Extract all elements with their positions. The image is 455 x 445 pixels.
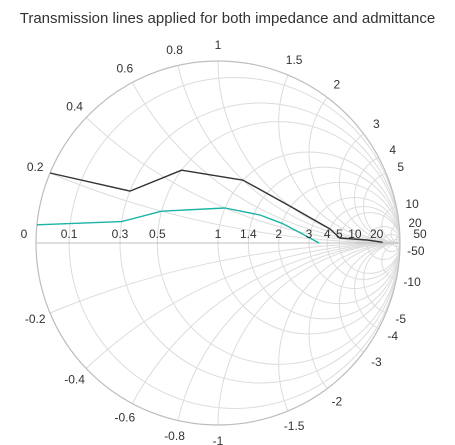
reactance-arc [354,151,400,244]
resistance-tick-label: 10 [348,227,362,241]
reactance-tick-label: -0.8 [164,429,185,443]
reactance-tick-label: 1 [215,38,222,52]
series-layer [36,169,383,244]
resistance-tick-label: 0.1 [61,227,78,241]
reactance-tick-label: -4 [387,329,398,343]
reactance-tick-label: -3 [371,355,382,369]
reactance-tick-label: 0.6 [116,61,133,75]
reactance-tick-label: 4 [389,143,396,157]
resistance-tick-label: 0.3 [112,227,129,241]
reactance-tick-label: -5 [395,312,406,326]
resistance-tick-label: 0 [21,227,28,241]
reactance-arc [172,242,400,425]
resistance-tick-label: 20 [370,227,384,241]
series-line-1 [49,169,383,243]
reactance-arc [217,242,400,425]
resistance-tick-label: 50 [413,227,427,241]
reactance-tick-label: 3 [373,117,380,131]
reactance-arc [354,242,400,335]
reactance-tick-label: -0.2 [25,312,46,326]
reactance-tick-label: 5 [397,160,404,174]
reactance-tick-label: -0.4 [64,373,85,387]
axis-lines [35,60,401,426]
reactance-tick-label: -0.6 [114,411,135,425]
reactance-tick-label: 0.2 [27,160,44,174]
reactance-arc [308,61,400,244]
chart-title: Transmission lines applied for both impe… [19,10,436,27]
resistance-tick-label: 0.5 [149,227,166,241]
reactance-arc [363,242,400,317]
reactance-tick-label: -10 [403,275,421,289]
resistance-tick-label: 5 [336,227,343,241]
reactance-tick-label: -2 [331,394,342,408]
resistance-tick-label: 2 [275,227,282,241]
reactance-arc [308,242,400,425]
reactance-arc [36,61,400,244]
resistance-tick-label: 4 [324,227,331,241]
reactance-tick-label: -50 [407,244,425,258]
reactance-tick-label: -1.5 [284,419,305,433]
reactance-tick-label: -1 [213,434,224,445]
tick-labels: 0 0.1 0.3 0.5 1 1.4 2 3 4 5 10 20 500.20.40.60.8 11.5… [21,38,427,445]
resistance-tick-label: 3 [306,227,313,241]
reactance-tick-label: 0.8 [166,43,183,57]
reactance-tick-label: 1.5 [286,53,303,67]
reactance-arc [96,242,400,425]
resistance-tick-label: 1.4 [240,227,257,241]
reactance-tick-label: 10 [405,197,419,211]
resistance-tick-label: 1 [215,227,222,241]
reactance-arc [338,121,400,244]
reactance-arc [36,61,400,244]
series-line-2 [36,207,320,244]
reactance-arc [338,242,400,365]
reactance-arc [363,169,400,244]
reactance-tick-label: 20 [408,216,422,230]
reactance-arc [217,61,400,244]
reactance-tick-label: 2 [333,78,340,92]
reactance-tick-label: 0.4 [66,99,83,113]
